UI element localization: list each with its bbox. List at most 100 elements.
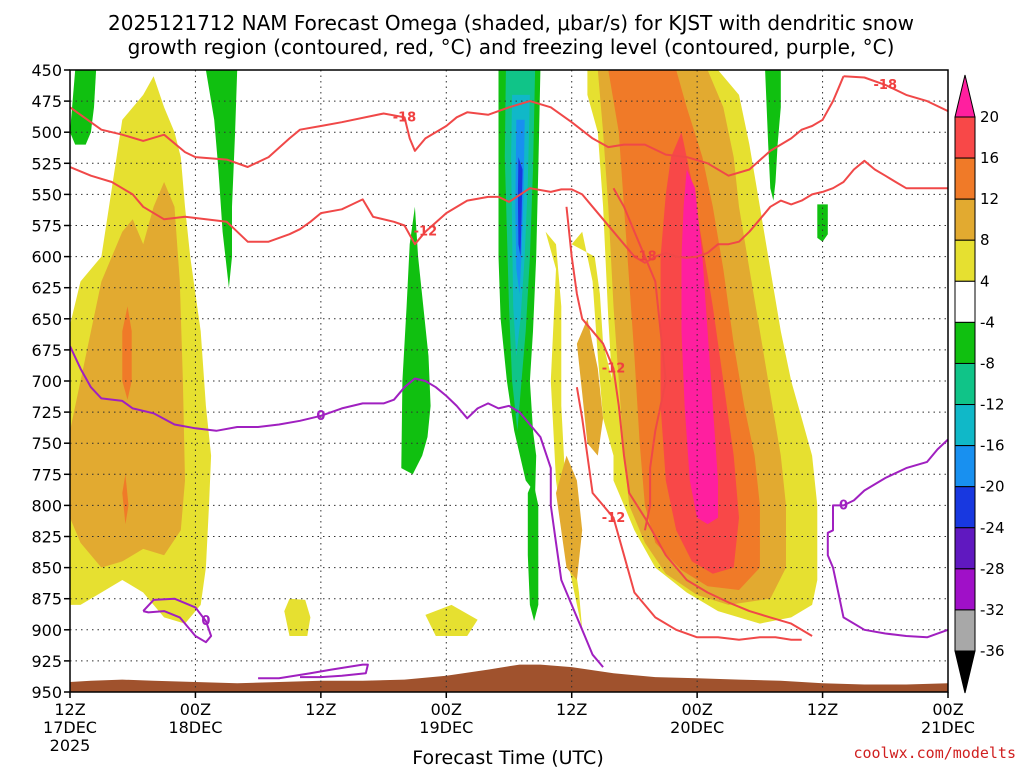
omega-region-4 — [284, 598, 311, 636]
y-axis-ticks: 450 475 500 525 550 575 600 625 650 675 700 725 750 7… — [31, 61, 70, 702]
colorbar-box-2 — [954, 198, 976, 241]
omega-region-2 — [122, 306, 132, 400]
colorbar-label-11: -28 — [980, 560, 1005, 578]
colorbar-label-7: -12 — [980, 396, 1005, 414]
colorbar-box-10 — [954, 527, 976, 570]
colorbar-label-8: -16 — [980, 437, 1005, 455]
y-tick-label-9: 675 — [31, 341, 62, 360]
y-tick-label-2: 500 — [31, 123, 62, 142]
omega-region-7 — [571, 231, 619, 456]
colorbar-label-2: 12 — [980, 190, 999, 208]
dgz-label-5: -18 — [633, 250, 657, 265]
x-tick-label-7-0: 00Z — [932, 700, 963, 719]
x-tick-label-0-1: 17DEC — [43, 718, 97, 737]
colorbar-label-4: 4 — [980, 272, 990, 290]
omega-region-3 — [122, 474, 129, 525]
x-tick-label-3-1: 19DEC — [419, 718, 473, 737]
colorbar-label-13: -36 — [980, 642, 1005, 660]
colorbar-label-6: -8 — [980, 354, 995, 372]
colorbar-box-3 — [954, 239, 976, 282]
x-tick-label-5-0: 00Z — [681, 700, 712, 719]
x-tick-label-1-1: 18DEC — [168, 718, 222, 737]
freezing-label-1: 0 — [201, 614, 210, 629]
dgz-contour-4 — [575, 387, 802, 641]
chart-title-line1: 2025121712 NAM Forecast Omega (shaded, μ… — [108, 11, 914, 35]
y-tick-label-13: 775 — [31, 465, 62, 484]
colorbar-bottom-arrow — [954, 650, 976, 694]
y-tick-label-15: 825 — [31, 528, 62, 547]
y-tick-label-11: 725 — [31, 403, 62, 422]
x-tick-label-0-0: 12Z — [54, 700, 85, 719]
colorbar-box-12 — [954, 609, 976, 652]
dgz-contour-2 — [70, 159, 948, 264]
credit-text: coolwx.com/modelts — [853, 744, 1016, 762]
freezing-label-0: 0 — [316, 409, 325, 424]
y-tick-label-4: 550 — [31, 185, 62, 204]
colorbar-label-12: -32 — [980, 601, 1005, 619]
omega-region-17 — [401, 206, 431, 475]
dgz-label-3: -12 — [602, 362, 626, 377]
dgz-label-4: -12 — [602, 511, 626, 526]
colorbar-label-10: -24 — [980, 519, 1005, 537]
colorbar-box-1 — [954, 157, 976, 200]
y-tick-label-16: 850 — [31, 559, 62, 578]
y-tick-label-19: 925 — [31, 652, 62, 671]
freezing-label-3: 0 — [839, 498, 848, 513]
x-tick-label-6-0: 12Z — [807, 700, 838, 719]
dgz-label-0: -18 — [393, 110, 417, 125]
colorbar-box-11 — [954, 568, 976, 611]
y-tick-label-20: 950 — [31, 683, 62, 702]
freezing-contour-1 — [142, 597, 213, 644]
contour-labels: -18 -18 -12 -12 -12 -18 0 0 0 — [201, 78, 897, 629]
y-tick-label-1: 475 — [31, 92, 62, 111]
omega-region-24 — [765, 70, 781, 201]
colorbar-box-0 — [954, 116, 976, 159]
y-tick-label-17: 875 — [31, 590, 62, 609]
colorbar-top-arrow — [954, 74, 976, 118]
colorbar-label-1: 16 — [980, 149, 999, 167]
freezing-contour-2 — [258, 663, 369, 680]
freezing-level-contours — [70, 345, 948, 680]
dendritic-growth-contours — [70, 75, 948, 641]
x-tick-label-2-0: 12Z — [305, 700, 336, 719]
colorbar-box-6 — [954, 362, 976, 406]
chart-title-line2: growth region (contoured, red, °C) and f… — [128, 35, 895, 59]
colorbar-box-9 — [954, 486, 976, 529]
y-tick-label-18: 900 — [31, 621, 62, 640]
omega-shading — [70, 70, 828, 636]
dgz-contour-3 — [565, 206, 813, 637]
freezing-contour-3 — [826, 438, 948, 639]
y-tick-label-8: 650 — [31, 310, 62, 329]
x-tick-label-1-0: 00Z — [180, 700, 211, 719]
colorbar: 20 16 12 8 4 -4 -8 -12 -16 -20 -24 -28 -32 -36 — [954, 74, 1005, 694]
colorbar-box-4 — [954, 280, 976, 323]
colorbar-box-8 — [954, 445, 976, 488]
x-tick-label-7-1: 21DEC — [921, 718, 975, 737]
y-tick-label-5: 575 — [31, 217, 62, 236]
y-tick-label-10: 700 — [31, 372, 62, 391]
x-tick-label-5-1: 20DEC — [670, 718, 724, 737]
colorbar-label-5: -4 — [980, 313, 995, 331]
y-tick-label-14: 800 — [31, 496, 62, 515]
dgz-contour-1 — [843, 75, 948, 113]
x-tick-label-3-0: 00Z — [431, 700, 462, 719]
terrain-fill — [70, 664, 948, 692]
omega-region-8 — [556, 455, 583, 580]
omega-region-25 — [817, 204, 828, 242]
dgz-contour-5 — [612, 187, 667, 531]
omega-region-22 — [517, 157, 523, 257]
y-tick-label-6: 600 — [31, 248, 62, 267]
omega-region-5 — [425, 604, 478, 636]
y-tick-label-3: 525 — [31, 154, 62, 173]
colorbar-box-7 — [954, 404, 976, 447]
colorbar-box-5 — [954, 321, 976, 364]
omega-region-9 — [576, 318, 604, 456]
dgz-label-2: -12 — [414, 225, 438, 240]
omega-region-6 — [545, 231, 583, 630]
x-tick-label-0-2: 2025 — [50, 736, 91, 755]
y-tick-label-12: 750 — [31, 434, 62, 453]
colorbar-label-9: -20 — [980, 478, 1005, 496]
omega-region-15 — [70, 70, 97, 145]
